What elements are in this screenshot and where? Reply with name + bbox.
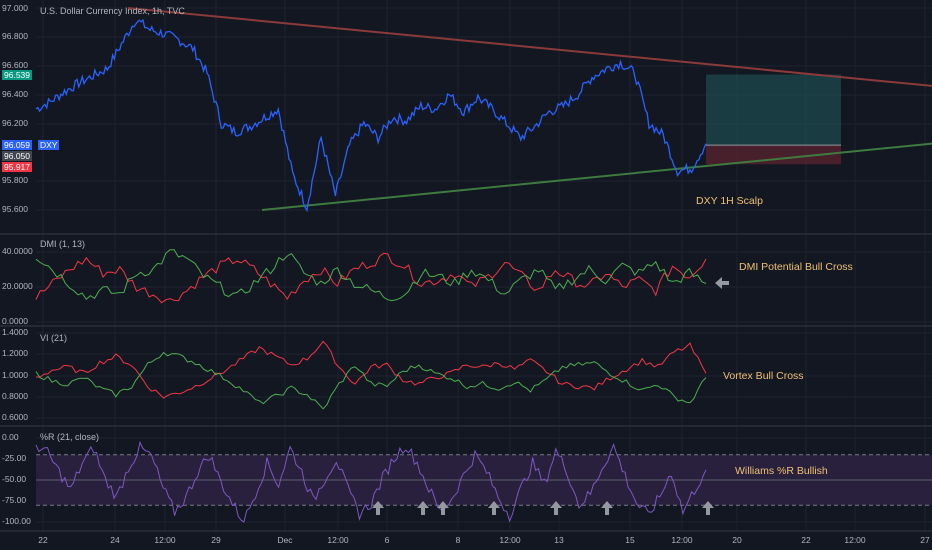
time-axis-tick: Dec xyxy=(277,535,293,545)
wr-axis-tick: -50.00 xyxy=(2,474,27,484)
arrow-up-icon xyxy=(601,501,613,515)
price-axis-tick: 95.600 xyxy=(2,204,28,214)
stop-zone xyxy=(706,145,841,165)
time-axis-tick: 12:00 xyxy=(327,535,349,545)
vi-axis-tick: 0.8000 xyxy=(2,391,28,401)
price-line xyxy=(35,18,707,213)
time-axis-tick: 12:00 xyxy=(671,535,693,545)
trendlines[interactable] xyxy=(127,7,932,211)
arrow-up-icon xyxy=(437,501,449,515)
wr-title: %R (21, close) xyxy=(40,432,100,442)
time-axis-tick: 6 xyxy=(384,535,390,545)
position-tool[interactable] xyxy=(706,74,841,165)
vi-minus-line xyxy=(35,340,707,399)
price-axis-tick: 96.200 xyxy=(2,118,28,128)
di-plus-line xyxy=(35,249,707,302)
time-axis-tick: 12:00 xyxy=(844,535,866,545)
pane-dividers xyxy=(0,233,932,532)
chart-title: U.S. Dollar Currency Index, 1h, TVC xyxy=(40,6,185,16)
wr-annotation: Williams %R Bullish xyxy=(735,465,828,477)
wr-axis-tick: -25.00 xyxy=(2,453,27,463)
price-badge-last: 96.059 xyxy=(2,140,32,150)
dmi-annotation: DMI Potential Bull Cross xyxy=(739,261,853,273)
williams-band xyxy=(36,454,932,506)
arrow-up-icon xyxy=(372,501,384,515)
vi-axis-tick: 1.0000 xyxy=(2,370,28,380)
vi-axis-tick: 1.2000 xyxy=(2,348,28,358)
price-annotation: DXY 1H Scalp xyxy=(696,195,763,207)
price-axis-tick: 95.800 xyxy=(2,175,28,185)
vi-plus-line xyxy=(35,351,707,410)
dmi-title: DMI (1, 13) xyxy=(40,239,86,249)
dmi-axis-tick: 40.0000 xyxy=(2,246,33,256)
time-axis-tick: 8 xyxy=(455,535,461,545)
time-axis-tick: 24 xyxy=(110,535,120,545)
price-axis-tick: 96.600 xyxy=(2,60,28,70)
di-minus-line xyxy=(35,252,707,304)
time-axis-tick: 27 xyxy=(920,535,930,545)
series-lines xyxy=(35,18,707,523)
dmi-axis-tick: 20.0000 xyxy=(2,281,33,291)
target-zone xyxy=(706,74,841,146)
arrow-up-icon xyxy=(550,501,562,515)
vi-axis-tick: 1.4000 xyxy=(2,327,28,337)
dmi-axis-tick: 0.0000 xyxy=(2,316,28,326)
arrow-up-icon xyxy=(417,501,429,515)
time-axis-tick: 22 xyxy=(801,535,811,545)
time-axis-tick: 29 xyxy=(211,535,221,545)
price-badge-high: 96.539 xyxy=(2,70,32,80)
time-axis-tick: 13 xyxy=(554,535,564,545)
wr-axis-tick: -100.00 xyxy=(2,516,31,526)
support-trendline xyxy=(261,142,932,211)
time-axis-tick: 15 xyxy=(625,535,635,545)
price-badge-mid: 96.050 xyxy=(2,151,32,161)
price-axis-tick: 97.000 xyxy=(2,3,28,13)
wr-axis-tick: 0.00 xyxy=(2,432,19,442)
vi-title: VI (21) xyxy=(40,333,68,343)
signal-arrows xyxy=(372,277,729,515)
price-badge-low: 95.917 xyxy=(2,162,32,172)
williams-line xyxy=(35,440,707,523)
wr-axis-tick: -75.00 xyxy=(2,495,27,505)
resistance-trendline xyxy=(127,7,932,87)
symbol-badge: DXY xyxy=(38,140,60,150)
price-axis-tick: 96.800 xyxy=(2,31,28,41)
time-axis-tick: 22 xyxy=(38,535,48,545)
grid xyxy=(36,0,932,530)
vi-annotation: Vortex Bull Cross xyxy=(723,370,804,382)
time-axis-tick: 12:00 xyxy=(154,535,176,545)
price-axis-tick: 96.400 xyxy=(2,89,28,99)
arrow-left-icon xyxy=(715,277,729,289)
time-axis-tick: 12:00 xyxy=(499,535,521,545)
vi-axis-tick: 0.6000 xyxy=(2,412,28,422)
arrow-up-icon xyxy=(702,501,714,515)
time-axis-tick: 20 xyxy=(732,535,742,545)
arrow-up-icon xyxy=(488,501,500,515)
